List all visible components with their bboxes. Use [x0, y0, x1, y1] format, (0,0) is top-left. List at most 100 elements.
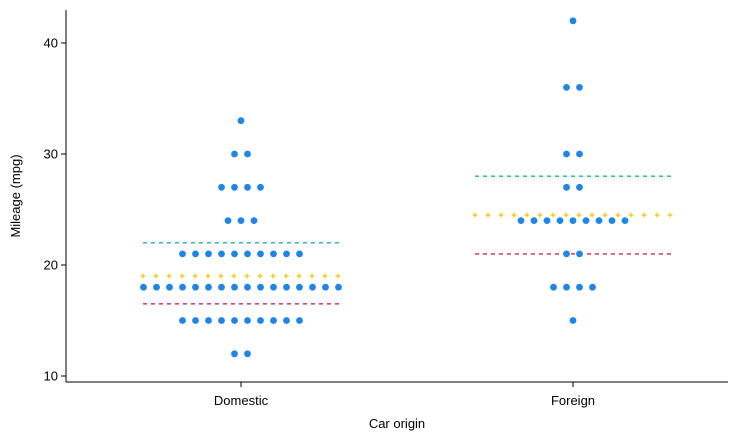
plot-area [140, 17, 673, 358]
data-point [231, 150, 238, 158]
data-point [322, 283, 329, 291]
data-point [205, 283, 212, 291]
median-plus-marker [335, 273, 341, 279]
data-point [192, 250, 199, 258]
data-point [563, 150, 570, 158]
data-point [569, 317, 577, 324]
data-point [569, 17, 577, 25]
data-point [335, 283, 342, 291]
data-point [231, 250, 238, 258]
data-point [257, 317, 264, 324]
median-plus-marker [166, 273, 172, 279]
data-point [296, 283, 303, 291]
median-plus-marker [641, 212, 647, 218]
median-plus-marker [511, 212, 517, 218]
median-plus-marker [667, 212, 673, 218]
median-plus-marker [498, 212, 504, 218]
data-point [621, 217, 629, 225]
data-point [237, 117, 245, 125]
data-point [595, 217, 603, 225]
y-tick-label: 40 [44, 36, 58, 51]
data-point [582, 217, 590, 225]
data-point [192, 317, 199, 324]
data-point [556, 217, 564, 225]
data-point [296, 250, 303, 258]
data-point [563, 84, 570, 91]
data-point [309, 283, 316, 291]
median-plus-marker [140, 273, 146, 279]
data-point [563, 183, 570, 191]
data-point [244, 317, 251, 324]
y-axis-ticks: 10 20 30 40 [44, 36, 66, 384]
y-tick-label: 10 [44, 369, 58, 384]
data-point [576, 150, 583, 158]
median-plus-marker [296, 273, 302, 279]
y-tick-label: 30 [44, 147, 58, 162]
data-point [563, 250, 570, 258]
data-point [244, 283, 251, 291]
median-plus-marker [537, 212, 543, 218]
data-point [244, 350, 251, 358]
data-point [257, 250, 264, 258]
data-point [283, 250, 290, 258]
median-plus-marker [179, 273, 185, 279]
y-tick-label: 20 [44, 258, 58, 273]
data-point [250, 217, 258, 225]
data-point [237, 217, 245, 225]
median-plus-marker [283, 273, 289, 279]
median-plus-marker [615, 212, 621, 218]
median-plus-marker [589, 212, 595, 218]
y-axis-title: Mileage (mpg) [8, 154, 23, 237]
median-plus-marker [628, 212, 634, 218]
data-point [257, 283, 264, 291]
x-tick-label: Foreign [551, 393, 595, 408]
median-plus-marker [309, 273, 315, 279]
data-point [517, 217, 525, 225]
data-point [205, 317, 212, 324]
median-plus-marker [654, 212, 660, 218]
data-point [589, 283, 596, 291]
median-plus-marker [231, 273, 237, 279]
median-plus-marker [563, 212, 569, 218]
data-point [576, 84, 583, 91]
median-plus-marker [602, 212, 608, 218]
data-point [231, 350, 238, 358]
data-point [205, 250, 212, 258]
median-plus-marker [205, 273, 211, 279]
data-point [231, 183, 238, 191]
data-point [179, 317, 186, 324]
data-point [153, 283, 160, 291]
data-point [224, 217, 232, 225]
data-point [218, 317, 225, 324]
median-plus-marker [576, 212, 582, 218]
median-plus-marker [257, 273, 263, 279]
median-plus-marker [244, 273, 250, 279]
median-plus-marker [218, 273, 224, 279]
data-point [218, 250, 225, 258]
median-plus-marker [485, 212, 491, 218]
data-point [563, 283, 570, 291]
data-point [140, 283, 147, 291]
data-point [576, 283, 583, 291]
data-point [244, 250, 251, 258]
x-axis-title: Car origin [369, 416, 425, 431]
median-plus-marker [524, 212, 530, 218]
data-point [244, 183, 251, 191]
data-point [166, 283, 173, 291]
data-point [257, 183, 264, 191]
data-point [231, 317, 238, 324]
median-plus-marker [153, 273, 159, 279]
data-point [270, 283, 277, 291]
data-point [218, 183, 225, 191]
median-plus-marker [270, 273, 276, 279]
data-point [530, 217, 538, 225]
median-plus-marker [192, 273, 198, 279]
median-plus-marker [322, 273, 328, 279]
data-point [296, 317, 303, 324]
data-point [218, 283, 225, 291]
data-point [231, 283, 238, 291]
data-point [179, 283, 186, 291]
data-point [576, 183, 583, 191]
data-point [179, 250, 186, 258]
